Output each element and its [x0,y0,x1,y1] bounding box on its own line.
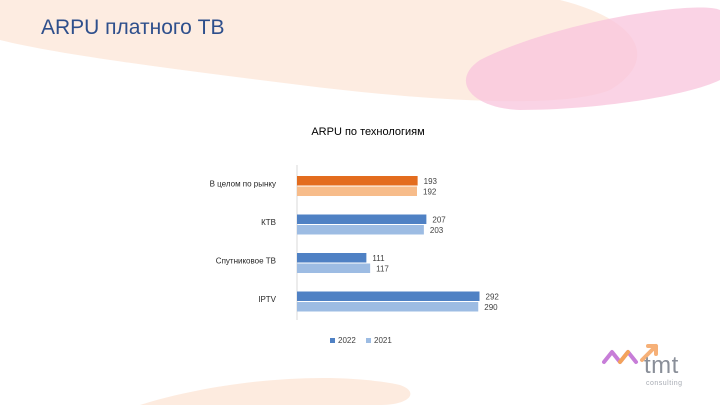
bar-2022-1 [297,214,427,224]
data-label-2021-3: 290 [484,303,498,312]
data-label-2022-2: 111 [372,254,385,263]
bar-2021-2 [297,263,371,273]
data-label-2021-0: 192 [423,188,437,197]
logo-text: tmt [644,352,679,379]
data-label-2022-0: 193 [424,177,438,186]
bar-2021-1 [297,225,424,235]
tmt-logo-mark [602,344,658,364]
data-label-2021-2: 117 [376,265,389,274]
category-label-3: IPTV [258,295,276,304]
category-label-0: В целом по рынку [210,180,276,189]
data-label-2021-1: 203 [430,226,444,235]
data-label-2022-3: 292 [486,293,500,302]
bar-2021-0 [297,186,417,196]
logo-subtitle: consulting [646,380,683,387]
legend-swatch-2022 [330,338,335,343]
category-label-2: Спутниковое ТВ [216,257,276,266]
logo-arrow-icon [640,344,658,362]
legend-label-2021: 2021 [374,336,392,345]
legend-label-2022: 2022 [338,336,356,345]
bar-2022-2 [297,253,367,263]
bar-2021-3 [297,302,479,312]
pink-swoosh [465,7,720,110]
bar-2022-0 [297,176,418,186]
bar-2022-3 [297,291,480,301]
legend-swatch-2021 [366,338,371,343]
chart-title: ARPU по технологиям [311,126,424,138]
data-label-2022-1: 207 [432,216,446,225]
category-label-1: КТВ [261,218,276,227]
slide-title: ARPU платного ТВ [41,16,225,39]
bottom-swoosh [140,377,411,405]
